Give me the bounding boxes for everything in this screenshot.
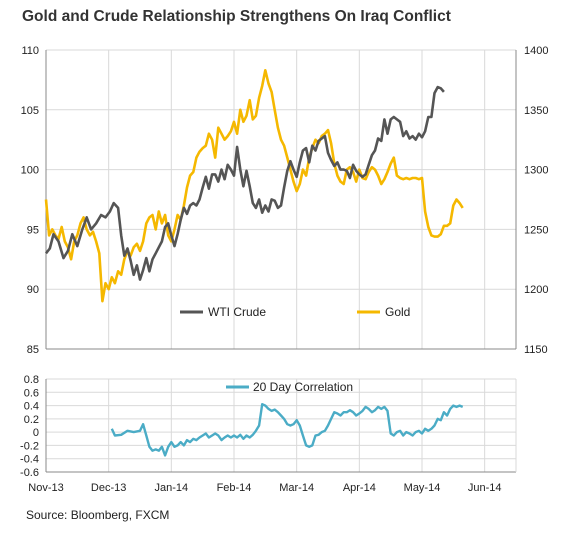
bottom-axis-tick-label: -0.6 bbox=[20, 467, 39, 479]
legend: WTI Crude Gold 20 Day Correlation bbox=[180, 305, 410, 394]
bottom-axis-tick-label: 0 bbox=[33, 427, 39, 439]
x-axis-tick-label: May-14 bbox=[404, 482, 441, 494]
bottom-axis-tick-label: 0.6 bbox=[24, 387, 39, 399]
x-axis-tick-label: Mar-14 bbox=[279, 482, 314, 494]
series-line-20-day-correlation bbox=[110, 403, 464, 457]
x-axis-tick-label: Feb-14 bbox=[217, 482, 252, 494]
left-axis-tick-label: 90 bbox=[27, 284, 39, 296]
left-axis-tick-label: 85 bbox=[27, 344, 39, 356]
right-axis-tick-label: 1200 bbox=[524, 284, 548, 296]
right-axis-tick-label: 1150 bbox=[524, 344, 548, 356]
series-line-gold bbox=[44, 69, 464, 303]
bottom-axis-tick-label: 0.4 bbox=[24, 401, 39, 413]
left-axis-tick-label: 95 bbox=[27, 224, 39, 236]
x-axis-tick-label: Apr-14 bbox=[343, 482, 376, 494]
x-axis-tick-label: Dec-13 bbox=[91, 482, 126, 494]
legend-label-gold: Gold bbox=[385, 305, 410, 319]
right-axis-tick-label: 1400 bbox=[524, 45, 548, 57]
right-axis-tick-label: 1250 bbox=[524, 224, 548, 236]
left-axis-tick-label: 110 bbox=[21, 45, 39, 57]
bottom-axis-tick-label: 0.8 bbox=[24, 374, 39, 386]
x-axis-tick-label: Nov-13 bbox=[28, 482, 63, 494]
x-axis-tick-label: Jan-14 bbox=[155, 482, 189, 494]
axes bbox=[45, 50, 517, 473]
right-axis-tick-label: 1350 bbox=[524, 105, 548, 117]
x-axis-tick-label: Jun-14 bbox=[468, 482, 502, 494]
series-lines bbox=[44, 69, 464, 457]
source-note: Source: Bloomberg, FXCM bbox=[26, 508, 170, 522]
left-axis-tick-label: 100 bbox=[21, 165, 39, 177]
series-line-wti-crude bbox=[44, 85, 445, 281]
right-axis-tick-label: 1300 bbox=[524, 165, 548, 177]
bottom-axis-tick-label: 0.2 bbox=[24, 414, 39, 426]
left-axis-tick-label: 105 bbox=[21, 105, 39, 117]
bottom-axis-tick-label: -0.2 bbox=[20, 440, 39, 452]
legend-label-20-day-correlation: 20 Day Correlation bbox=[253, 380, 353, 394]
legend-label-wti-crude: WTI Crude bbox=[208, 305, 266, 319]
tick-labels: 85 90 95 100 105 110 1150 1200 1250 1300 1350 1400 -… bbox=[20, 45, 548, 494]
chart-title: Gold and Crude Relationship Strengthens … bbox=[22, 8, 451, 25]
bottom-axis-tick-label: -0.4 bbox=[20, 454, 39, 466]
